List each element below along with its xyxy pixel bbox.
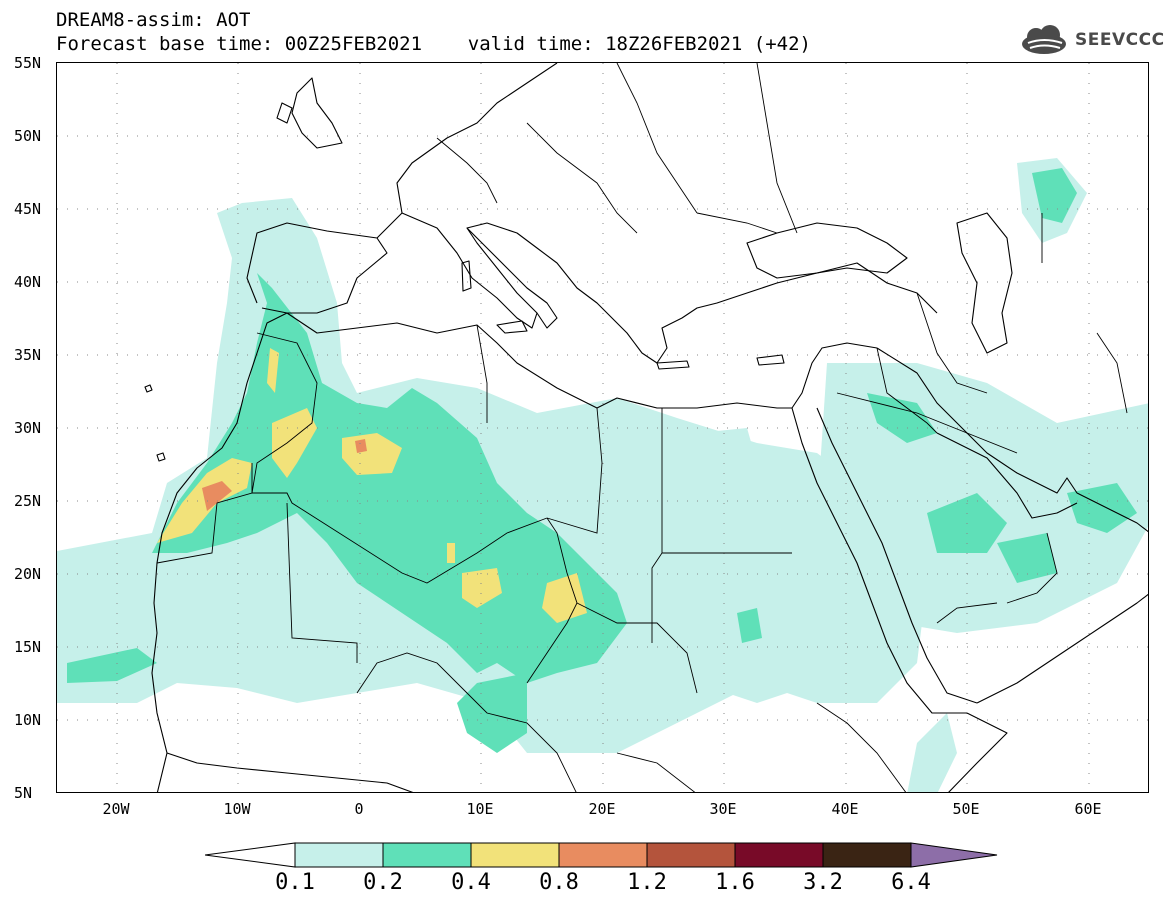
lon-label-30e: 30E: [709, 800, 737, 818]
lon-label-20w: 20W: [102, 800, 130, 818]
map-title: DREAM8-assim: AOT: [56, 9, 251, 31]
lat-label-40n: 40N: [14, 273, 42, 291]
color-scale-bar: [205, 842, 998, 868]
lat-label-5n: 5N: [14, 784, 33, 802]
colorbar-label-1.2: 1.2: [627, 870, 667, 895]
colorbar-label-3.2: 3.2: [803, 870, 843, 895]
colorbar-segment-1: [294, 842, 384, 868]
graticule: [57, 63, 1148, 792]
logo-text: SEEVCCC: [1075, 30, 1165, 50]
colorbar-segment-2: [382, 842, 472, 868]
lat-label-20n: 20N: [14, 565, 42, 583]
lon-label-40e: 40E: [831, 800, 859, 818]
colorbar-segment-7: [822, 842, 912, 868]
lon-label-10w: 10W: [223, 800, 251, 818]
aot-level-0.4: [157, 348, 587, 623]
country-borders: [156, 63, 1128, 792]
colorbar-label-0.1: 0.1: [275, 870, 315, 895]
colorbar-label-0.8: 0.8: [539, 870, 579, 895]
lon-label-0: 0: [354, 800, 364, 818]
colorbar-segment-5: [646, 842, 736, 868]
lat-label-55n: 55N: [14, 54, 42, 72]
lat-label-45n: 45N: [14, 200, 42, 218]
colorbar-segment-6: [734, 842, 824, 868]
lat-label-35n: 35N: [14, 346, 42, 364]
colorbar-label-0.2: 0.2: [363, 870, 403, 895]
seevccc-logo: [1022, 25, 1066, 54]
lon-label-10e: 10E: [466, 800, 494, 818]
colorbar-under-arrow: [205, 842, 296, 868]
map-panel: [56, 62, 1149, 793]
colorbar-label-6.4: 6.4: [891, 870, 931, 895]
colorbar-label-0.4: 0.4: [451, 870, 491, 895]
lon-label-20e: 20E: [588, 800, 616, 818]
forecast-time-info: Forecast base time: 00Z25FEB2021 valid t…: [56, 33, 811, 55]
aot-level-0.8: [202, 439, 367, 511]
lat-label-25n: 25N: [14, 492, 42, 510]
lat-label-30n: 30N: [14, 419, 42, 437]
aot-map: [57, 63, 1148, 792]
lat-label-10n: 10N: [14, 711, 42, 729]
colorbar-segment-3: [470, 842, 560, 868]
lon-label-50e: 50E: [952, 800, 980, 818]
lat-label-50n: 50N: [14, 127, 42, 145]
lon-label-60e: 60E: [1074, 800, 1102, 818]
coastlines: [144, 63, 1148, 792]
lat-label-15n: 15N: [14, 638, 42, 656]
cloud-icon: [1022, 25, 1066, 54]
colorbar-segment-4: [558, 842, 648, 868]
colorbar-label-1.6: 1.6: [715, 870, 755, 895]
colorbar-over-arrow: [910, 842, 998, 868]
